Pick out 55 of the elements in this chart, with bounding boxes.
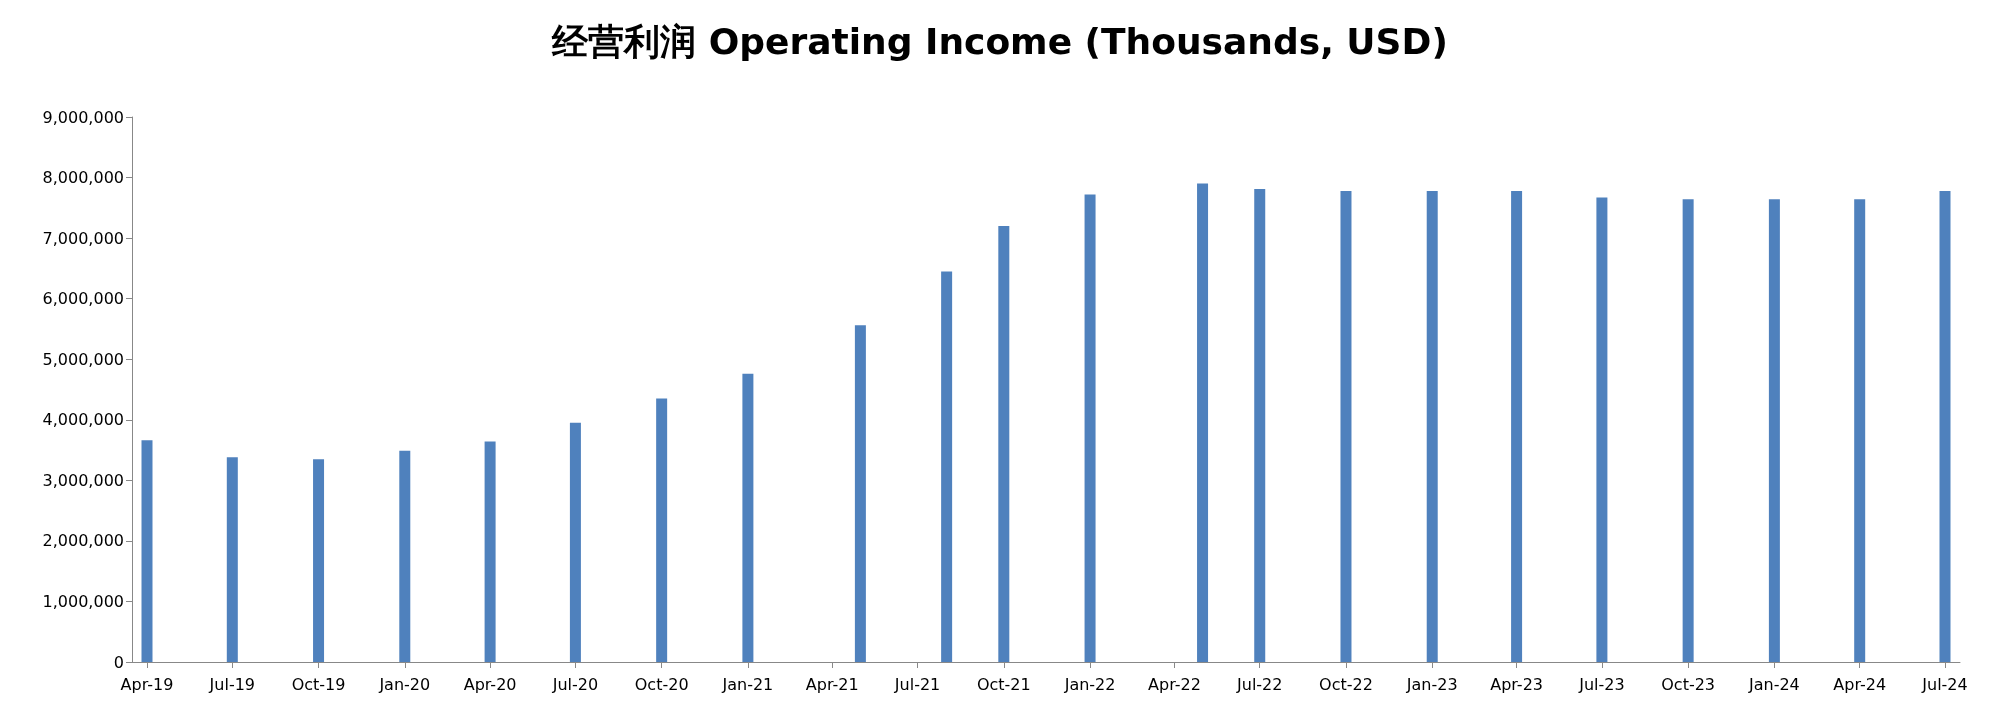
bar	[141, 440, 153, 662]
bar	[484, 441, 496, 662]
x-tick-label: Jan-21	[721, 674, 774, 694]
y-tick-label: 2,000,000	[42, 531, 124, 551]
bar	[1682, 199, 1694, 662]
bar	[941, 271, 953, 662]
bar	[1854, 199, 1866, 662]
bar	[1254, 189, 1266, 662]
x-tick-label: Jan-22	[1063, 674, 1116, 694]
bar	[226, 457, 238, 662]
bar	[1768, 199, 1780, 662]
bar	[1197, 183, 1209, 662]
y-tick-label: 1,000,000	[42, 591, 124, 611]
x-tick-label: Apr-22	[1148, 674, 1201, 694]
y-tick-label: 3,000,000	[42, 470, 124, 490]
x-tick-label: Apr-21	[805, 674, 859, 694]
x-tick-label: Jan-23	[1405, 674, 1458, 694]
bar	[1596, 197, 1608, 662]
x-tick-label: Jul-20	[551, 674, 599, 694]
bar	[998, 226, 1010, 662]
x-tick-label: Apr-24	[1833, 674, 1887, 694]
bar	[742, 373, 754, 662]
x-tick-label: Jul-19	[208, 674, 256, 694]
x-tick-label: Jan-24	[1747, 674, 1800, 694]
y-tick-label: 5,000,000	[42, 349, 124, 369]
x-tick-label: Jul-24	[1921, 674, 1968, 694]
x-tick-label: Oct-20	[634, 674, 689, 694]
chart-title: 经营利润 Operating Income (Thousands, USD)	[551, 20, 1448, 62]
bar	[399, 450, 411, 662]
bar	[313, 459, 325, 662]
y-tick-label: 0	[113, 652, 124, 672]
x-tick-label: Oct-22	[1319, 674, 1373, 694]
x-tick-label: Apr-19	[120, 674, 174, 694]
bar	[1939, 190, 1951, 662]
y-tick-label: 6,000,000	[42, 289, 124, 309]
x-tick-label: Oct-21	[976, 674, 1031, 694]
x-tick-label: Jul-21	[893, 674, 941, 694]
y-tick-label: 7,000,000	[42, 228, 124, 248]
x-tick-label: Oct-19	[291, 674, 346, 694]
bar	[569, 422, 581, 662]
x-tick-label: Oct-23	[1661, 674, 1716, 694]
bar	[1426, 190, 1438, 662]
x-tick-label: Jul-22	[1236, 674, 1283, 694]
bar	[1511, 190, 1523, 662]
x-tick-label: Jan-20	[378, 674, 431, 694]
bar	[656, 398, 668, 662]
y-tick-label: 8,000,000	[42, 168, 124, 188]
bar	[1340, 190, 1352, 662]
x-tick-label: Apr-20	[463, 674, 517, 694]
bar	[854, 325, 866, 662]
bar	[1084, 194, 1096, 662]
y-tick-label: 4,000,000	[42, 410, 124, 430]
y-tick-label: 9,000,000	[42, 107, 124, 127]
x-tick-label: Apr-23	[1490, 674, 1543, 694]
x-tick-label: Jul-23	[1578, 674, 1625, 694]
